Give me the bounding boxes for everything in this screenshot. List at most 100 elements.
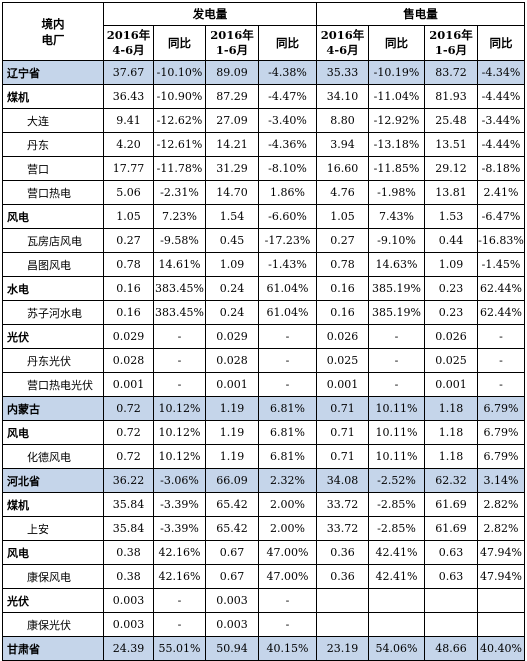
gen-h1-yoy-cell: 47.00% [258,564,317,589]
region-row: 甘肃省 24.39 55.01% 50.94 40.15% 23.19 54.06% 48.6… [2,636,525,661]
category-name-cell: 光伏 [2,324,104,349]
sales-q2-yoy-cell [368,588,425,613]
plant-name-cell: 丹东光伏 [2,348,104,373]
sales-q2-cell: 33.72 [316,516,369,541]
sales-h1-cell: 13.51 [424,132,478,157]
gen-h1-cell: 0.003 [205,612,259,637]
gen-q2-yoy-cell: 10.12% [153,396,206,421]
category-row: 风电 1.05 7.23% 1.54 -6.60% 1.05 7.43% 1.53 -6.47% [2,204,525,229]
header-row-groups: 境内 电厂 发电量 售电量 [2,2,525,61]
sales-h1-yoy-cell: 3.14% [477,468,525,493]
sales-h1-yoy-cell [477,588,525,613]
sales-h1-yoy-cell: 47.94% [477,540,525,565]
sales-q2-cell: 0.71 [316,420,369,445]
gen-q2-yoy-cell: -10.10% [153,60,206,85]
sales-q2-cell: 34.08 [316,468,369,493]
gen-q2-yoy-cell: - [153,348,206,373]
plant-name-cell: 大连 [2,108,104,133]
sales-h1-header: 2016年 1-6月 [424,25,478,61]
gen-q2-cell: 5.06 [103,180,154,205]
sales-h1-yoy-cell: - [477,372,525,397]
plant-name-cell: 上安 [2,516,104,541]
sales-q2-yoy-cell: -12.92% [368,108,425,133]
gen-q2-yoy-cell: -3.39% [153,516,206,541]
gen-h1-cell: 0.67 [205,540,259,565]
sales-q2-cell: 35.33 [316,60,369,85]
plant-row: 昌图风电 0.78 14.61% 1.09 -1.43% 0.78 14.63% 1.09 -1… [2,252,525,277]
sales-h1-cell: 0.025 [424,348,478,373]
sales-h1-cell: 0.23 [424,276,478,301]
region-name-cell: 甘肃省 [2,636,104,661]
sales-q2-cell: 0.026 [316,324,369,349]
sales-h1-yoy-cell: 2.41% [477,180,525,205]
sales-q2-yoy-cell: -10.19% [368,60,425,85]
gen-h1-cell: 1.19 [205,444,259,469]
sales-q2-yoy-cell: 10.11% [368,444,425,469]
gen-h1-cell: 87.29 [205,84,259,109]
sales-h1-cell: 62.32 [424,468,478,493]
gen-h1-yoy-cell: -4.38% [258,60,317,85]
plant-row: 丹东 4.20 -12.61% 14.21 -4.36% 3.94 -13.18% 13.51… [2,132,525,157]
sales-q2-yoy-cell: -2.85% [368,516,425,541]
gen-h1-yoy-cell: 47.00% [258,540,317,565]
plant-name-cell: 瓦房店风电 [2,228,104,253]
sales-h1-cell: 29.12 [424,156,478,181]
sales-q2-cell: 16.60 [316,156,369,181]
sales-q2-cell: 0.16 [316,300,369,325]
sales-h1-yoy-cell: 62.44% [477,300,525,325]
sales-h1-yoy-cell: 2.82% [477,516,525,541]
gen-h1-yoy-cell: 2.00% [258,492,317,517]
sales-q2-yoy-cell: -11.04% [368,84,425,109]
gen-q2-cell: 0.72 [103,420,154,445]
gen-q2-yoy-cell: -12.61% [153,132,206,157]
gen-h1-cell: 0.45 [205,228,259,253]
plant-row: 康保风电 0.38 42.16% 0.67 47.00% 0.36 42.41% 0.63 47… [2,564,525,589]
sales-q2-cell: 0.36 [316,564,369,589]
gen-h1-yoy-cell: 61.04% [258,276,317,301]
gen-h1-yoy-cell: - [258,588,317,613]
gen-h1-yoy-cell: -4.36% [258,132,317,157]
sales-h1-cell: 0.63 [424,564,478,589]
sales-q2-cell: 0.16 [316,276,369,301]
sales-q2-cell: 0.78 [316,252,369,277]
sales-h1-cell: 61.69 [424,516,478,541]
sales-h1-cell [424,612,478,637]
gen-q2-yoy-cell: 10.12% [153,420,206,445]
gen-h1-yoy-cell: -1.43% [258,252,317,277]
gen-q2-cell: 9.41 [103,108,154,133]
gen-h1-cell: 27.09 [205,108,259,133]
sales-h1-cell: 83.72 [424,60,478,85]
gen-q2-cell: 0.001 [103,372,154,397]
gen-h1-yoy-cell: 2.32% [258,468,317,493]
gen-q2-yoy-cell: -11.78% [153,156,206,181]
sales-q2-yoy-cell: 385.19% [368,300,425,325]
gen-h1-cell: 65.42 [205,492,259,517]
sales-q2-yoy-cell: 14.63% [368,252,425,277]
plant-name-cell: 昌图风电 [2,252,104,277]
plant-row: 康保光伏 0.003-0.003- [2,612,525,637]
gen-q2-header: 2016年 4-6月 [103,25,154,61]
sales-h1-cell: 1.18 [424,396,478,421]
gen-h1-yoy-cell: -17.23% [258,228,317,253]
sales-h1-yoy-cell: - [477,348,525,373]
gen-q2-cell: 0.16 [103,300,154,325]
category-name-cell: 煤机 [2,492,104,517]
gen-q2-yoy-cell: 7.23% [153,204,206,229]
sales-h1-cell: 1.18 [424,420,478,445]
gen-q2-cell: 36.43 [103,84,154,109]
sales-h1-yoy-cell [477,612,525,637]
gen-h1-yoy-cell: 40.15% [258,636,317,661]
category-row: 光伏 0.029-0.029-0.026-0.026- [2,324,525,349]
gen-q2-yoy-cell: -3.39% [153,492,206,517]
sales-h1-cell: 1.09 [424,252,478,277]
gen-q2-yoy-cell: -2.31% [153,180,206,205]
gen-q2-yoy-cell: 14.61% [153,252,206,277]
gen-h1-yoy-cell: - [258,372,317,397]
sales-q2-cell: 0.71 [316,444,369,469]
sales-q2-yoy-header: 同比 [368,25,425,61]
gen-h1-yoy-cell: -6.60% [258,204,317,229]
sales-q2-cell: 0.36 [316,540,369,565]
gen-h1-cell: 1.19 [205,420,259,445]
sales-h1-yoy-cell: -16.83% [477,228,525,253]
sales-q2-cell: 0.27 [316,228,369,253]
